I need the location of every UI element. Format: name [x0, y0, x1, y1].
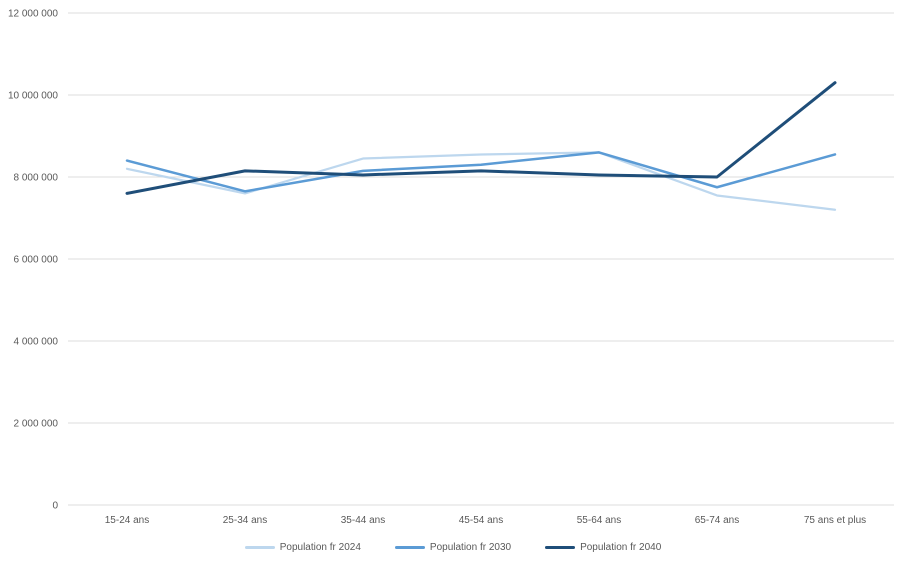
x-axis-category-label: 75 ans et plus [804, 515, 866, 526]
y-axis-tick-label: 6 000 000 [14, 255, 59, 266]
legend-label-2030: Population fr 2030 [429, 542, 512, 553]
x-axis-category-label: 65-74 ans [695, 515, 739, 526]
legend-label-2024: Population fr 2024 [279, 542, 361, 553]
x-axis-category-label: 15-24 ans [105, 515, 149, 526]
series-line-2040 [125, 81, 837, 195]
y-axis-tick-label: 2 000 000 [14, 419, 59, 430]
legend-line-swatch-2030 [394, 546, 425, 549]
legend-item-population-2040: Population fr 2040 [545, 542, 661, 553]
x-axis-category-label: 55-64 ans [577, 515, 621, 526]
x-axis-category-label: 35-44 ans [341, 515, 385, 526]
legend-label-2040: Population fr 2040 [580, 542, 662, 553]
legend-item-population-2030: Population fr 2030 [394, 542, 512, 553]
y-axis-tick-label: 12 000 000 [8, 9, 58, 20]
legend-line-swatch-2040 [545, 546, 576, 549]
x-axis-category-label: 45-54 ans [459, 515, 503, 526]
legend-line-swatch-2024 [244, 546, 275, 549]
y-axis-tick-label: 10 000 000 [8, 91, 58, 102]
chart-legend: Population fr 2024 Population fr 2030 Po… [0, 542, 906, 553]
y-axis-tick-label: 4 000 000 [14, 337, 59, 348]
series-line-2024 [125, 151, 837, 211]
series-line-2030 [125, 151, 837, 193]
legend-item-population-2024: Population fr 2024 [244, 542, 361, 553]
x-axis-category-label: 25-34 ans [223, 515, 267, 526]
y-axis-tick-label: 8 000 000 [14, 173, 59, 184]
y-axis-tick-label: 0 [52, 501, 58, 512]
